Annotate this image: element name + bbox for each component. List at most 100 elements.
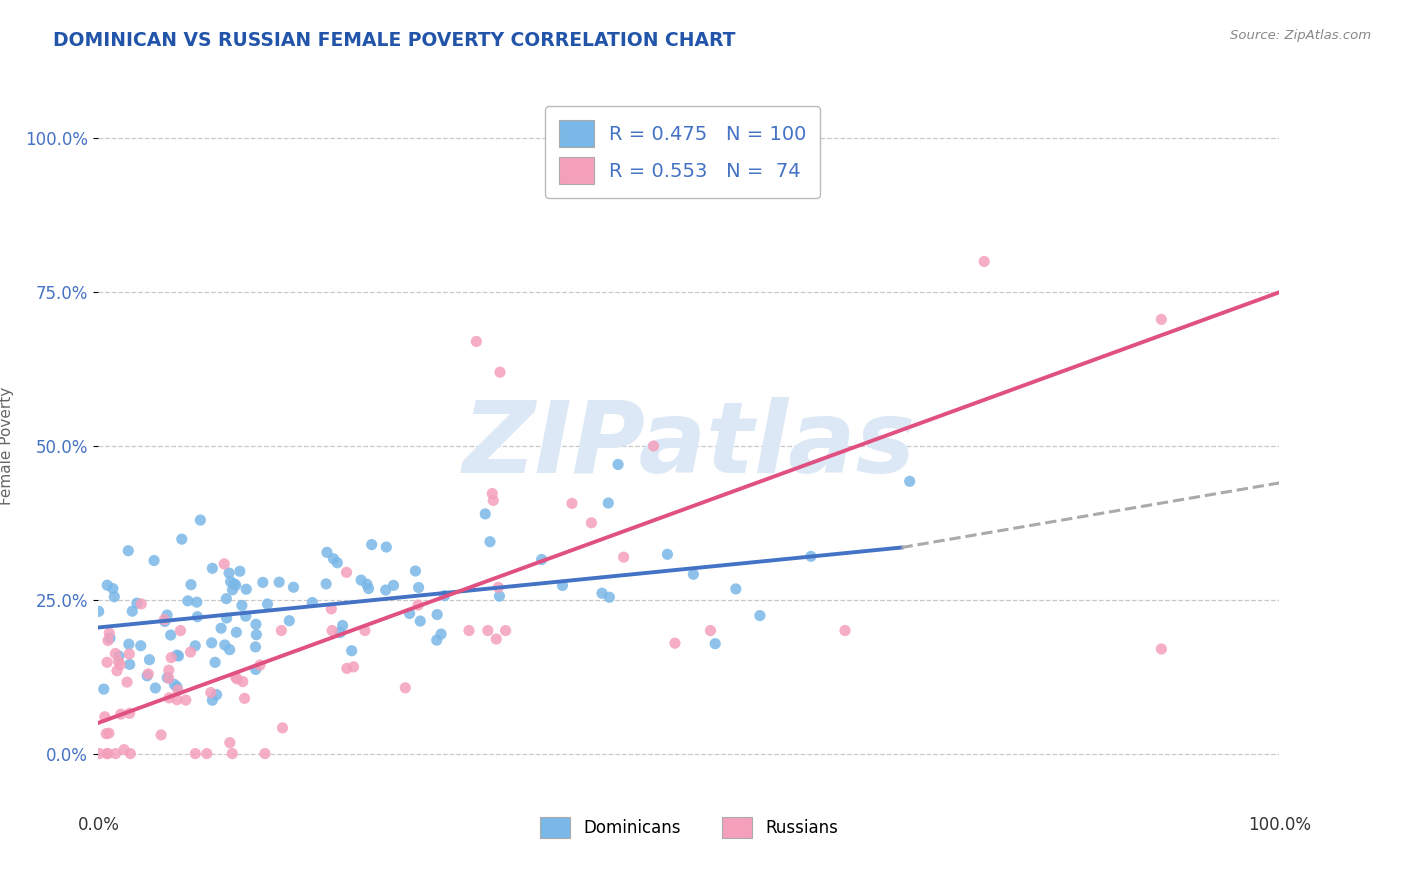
Point	[186, 609, 208, 624]
Point	[682, 567, 704, 582]
Point	[214, 638, 236, 652]
Point	[664, 636, 686, 650]
Point	[1150, 642, 1173, 657]
Point	[120, 747, 142, 761]
Point	[195, 747, 218, 761]
Point	[426, 607, 449, 622]
Point	[224, 577, 246, 591]
Point	[110, 707, 132, 722]
Point	[489, 365, 512, 379]
Point	[136, 667, 159, 681]
Point	[209, 621, 232, 635]
Point	[167, 648, 190, 663]
Point	[136, 669, 159, 683]
Point	[269, 575, 291, 590]
Point	[474, 507, 496, 521]
Point	[97, 633, 120, 648]
Point	[245, 628, 267, 642]
Point	[394, 681, 416, 695]
Point	[800, 549, 823, 564]
Point	[174, 693, 197, 707]
Point	[184, 639, 207, 653]
Point	[245, 640, 267, 654]
Point	[108, 657, 131, 672]
Point	[87, 604, 110, 618]
Point	[613, 550, 636, 565]
Point	[170, 532, 193, 546]
Point	[486, 580, 509, 594]
Point	[138, 653, 160, 667]
Point	[180, 577, 202, 591]
Point	[107, 654, 129, 668]
Point	[118, 637, 141, 651]
Point	[478, 534, 501, 549]
Point	[321, 602, 343, 616]
Point	[177, 594, 200, 608]
Point	[235, 609, 257, 624]
Text: DOMINICAN VS RUSSIAN FEMALE POVERTY CORRELATION CHART: DOMINICAN VS RUSSIAN FEMALE POVERTY CORR…	[53, 31, 735, 50]
Point	[477, 624, 499, 638]
Point	[157, 671, 180, 685]
Point	[215, 591, 238, 606]
Point	[200, 685, 222, 699]
Point	[160, 650, 183, 665]
Point	[301, 595, 323, 609]
Point	[336, 661, 359, 675]
Point	[225, 625, 247, 640]
Point	[93, 682, 115, 697]
Point	[360, 538, 382, 552]
Point	[340, 644, 363, 658]
Point	[342, 660, 364, 674]
Point	[118, 657, 141, 672]
Point	[354, 624, 377, 638]
Point	[657, 547, 679, 561]
Point	[433, 589, 456, 603]
Point	[101, 582, 124, 596]
Point	[89, 747, 111, 761]
Point	[121, 604, 143, 618]
Point	[226, 672, 249, 686]
Point	[253, 747, 276, 761]
Point	[973, 254, 995, 268]
Text: Source: ZipAtlas.com: Source: ZipAtlas.com	[1230, 29, 1371, 42]
Point	[283, 580, 305, 594]
Point	[129, 639, 152, 653]
Point	[321, 624, 343, 638]
Point	[271, 721, 294, 735]
Point	[218, 736, 240, 750]
Point	[482, 493, 505, 508]
Point	[163, 677, 186, 691]
Point	[97, 726, 120, 740]
Point	[699, 624, 721, 638]
Point	[406, 598, 429, 612]
Point	[108, 648, 131, 663]
Point	[105, 664, 128, 678]
Point	[159, 628, 181, 642]
Point	[551, 578, 574, 592]
Point	[704, 637, 727, 651]
Point	[270, 624, 292, 638]
Point	[157, 663, 180, 677]
Point	[205, 688, 228, 702]
Point	[329, 625, 352, 640]
Text: ZIPatlas: ZIPatlas	[463, 398, 915, 494]
Point	[96, 578, 118, 592]
Point	[169, 624, 191, 638]
Point	[375, 540, 398, 554]
Point	[218, 566, 240, 580]
Point	[398, 607, 420, 621]
Legend: Dominicans, Russians: Dominicans, Russians	[533, 811, 845, 845]
Point	[225, 578, 247, 592]
Point	[350, 573, 373, 587]
Point	[229, 564, 252, 578]
Point	[322, 551, 344, 566]
Point	[150, 728, 173, 742]
Point	[190, 513, 212, 527]
Point	[97, 747, 120, 761]
Point	[252, 575, 274, 590]
Point	[98, 631, 121, 645]
Point	[104, 747, 127, 761]
Point	[724, 582, 747, 596]
Point	[748, 608, 770, 623]
Point	[561, 496, 583, 510]
